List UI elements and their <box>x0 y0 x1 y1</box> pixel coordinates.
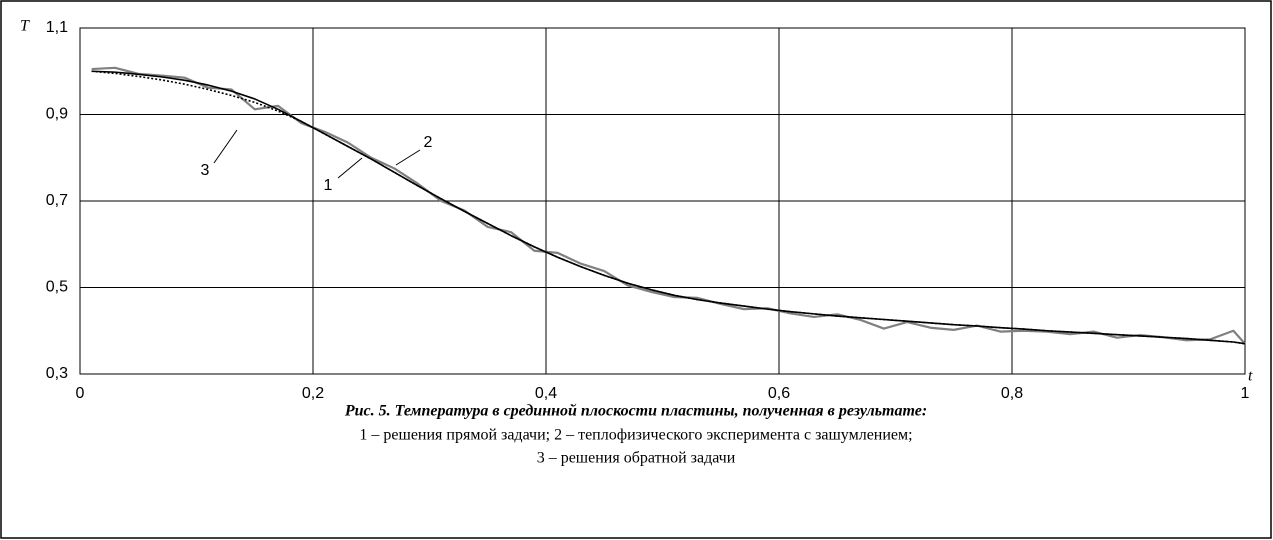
caption-title: Рис. 5. Температура в срединной плоскост… <box>344 403 927 420</box>
x-tick-label: 0,4 <box>535 385 557 402</box>
y-tick-label: 0,9 <box>46 106 68 123</box>
y-tick-label: 0,7 <box>46 192 68 209</box>
x-tick-label: 0,2 <box>302 385 324 402</box>
annotation: 2 <box>424 134 433 151</box>
plot-area <box>79 27 1246 375</box>
annotation-leader <box>213 129 238 164</box>
y-tick-label: 1,1 <box>46 19 68 36</box>
series-line <box>91 70 1246 345</box>
x-axis-label: t <box>1248 368 1253 385</box>
y-tick-label: 0,3 <box>46 365 68 382</box>
series-line <box>91 70 1246 345</box>
annotation-leader <box>337 157 363 179</box>
annotation: 3 <box>201 162 210 179</box>
annotation: 1 <box>324 177 333 194</box>
annotation-leader <box>395 149 421 166</box>
caption-line: 1 – решения прямой задачи; 2 – теплофизи… <box>359 427 912 444</box>
series-line <box>91 66 1246 345</box>
x-tick-label: 1 <box>1241 385 1250 402</box>
y-tick-label: 0,5 <box>46 279 68 296</box>
caption-line: 3 – решения обратной задачи <box>537 450 736 467</box>
x-tick-label: 0 <box>76 385 85 402</box>
x-tick-label: 0,6 <box>768 385 790 402</box>
x-tick-label: 0,8 <box>1001 385 1023 402</box>
y-axis-label: T <box>20 18 30 35</box>
